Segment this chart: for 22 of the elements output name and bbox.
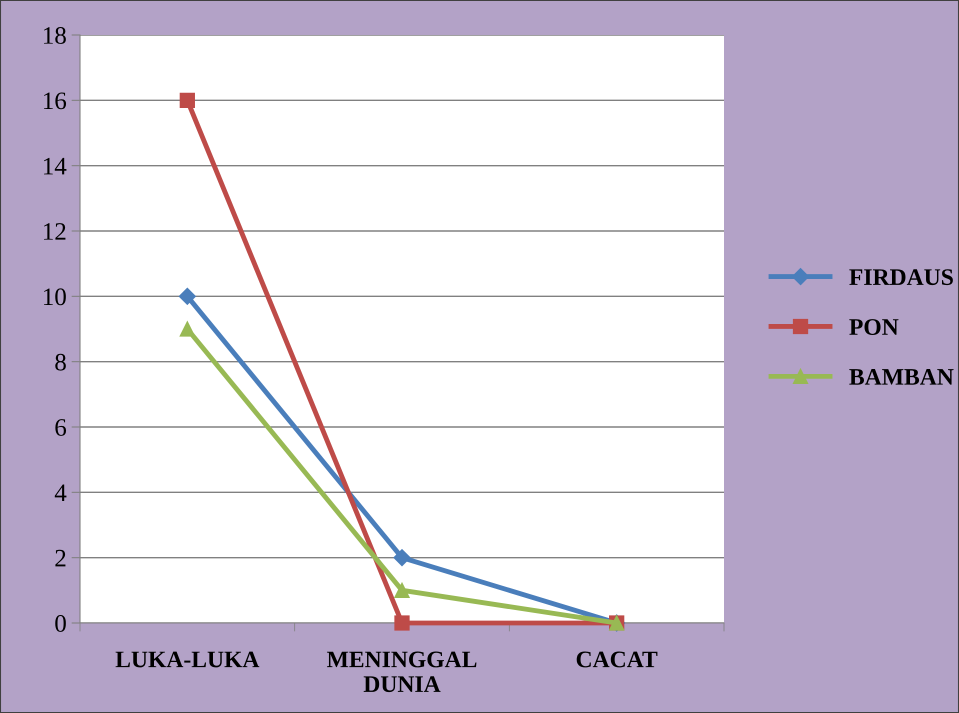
y-tick-label: 0 [55, 615, 66, 632]
legend-label: BAMBAN [849, 369, 954, 385]
x-tick-label: LUKA-LUKA [116, 652, 260, 668]
point [180, 321, 195, 337]
point [394, 582, 410, 598]
legend-label: PON [849, 319, 898, 335]
x-tick-label: MENINGGAL DUNIA [326, 652, 476, 692]
x-tick-label: CACAT [576, 652, 658, 668]
y-tick-label: 4 [54, 484, 66, 502]
y-tick-label: 12 [44, 223, 66, 240]
y-tick-label: 18 [44, 27, 66, 44]
point [394, 615, 410, 631]
y-tick-label: 2 [55, 550, 66, 566]
y-tick-label: 6 [55, 419, 66, 436]
point [393, 549, 411, 566]
legend-label: FIRDAUS [849, 269, 953, 286]
y-tick-label: 10 [44, 288, 66, 306]
y-tick-label: 14 [44, 158, 66, 174]
y-tick-label: 16 [44, 92, 66, 110]
y-tick-label: 8 [55, 354, 66, 371]
point [178, 288, 196, 305]
point [180, 92, 195, 108]
